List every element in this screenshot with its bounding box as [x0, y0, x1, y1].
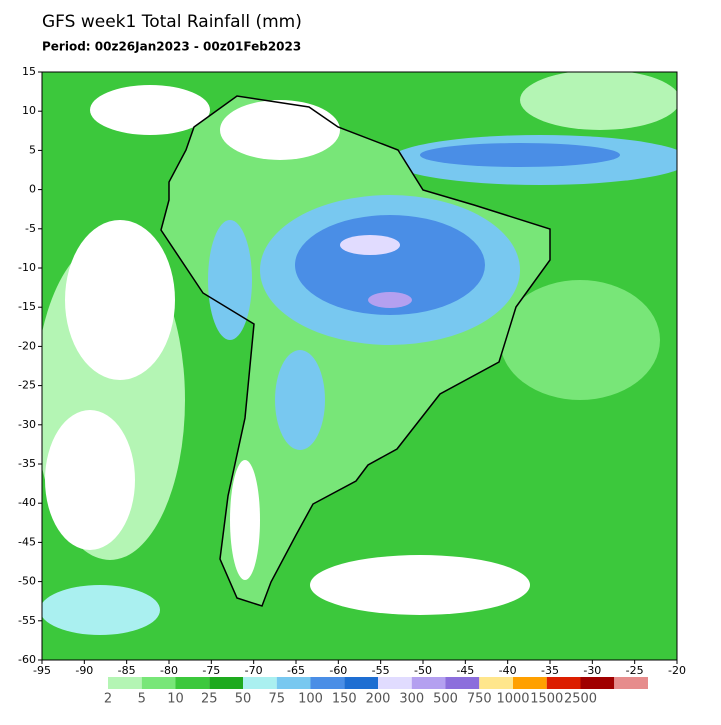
colorbar-box — [243, 677, 277, 689]
colorbar-box — [344, 677, 378, 689]
y-tick-label: -35 — [18, 457, 36, 470]
colorbar-label: 10 — [167, 692, 184, 707]
colorbar-box — [378, 677, 412, 689]
y-tick-label: 0 — [29, 183, 36, 196]
y-tick-label: -50 — [18, 575, 36, 588]
colorbar-box — [108, 677, 142, 689]
x-tick-label: -25 — [626, 664, 644, 677]
colorbar-box — [546, 677, 581, 689]
x-tick-label: -30 — [583, 664, 601, 677]
colorbar-box — [276, 677, 311, 689]
x-tick-label: -70 — [245, 664, 263, 677]
colorbar-label: 5 — [138, 692, 146, 707]
colorbar-label: 25 — [201, 692, 218, 707]
x-tick-label: -85 — [118, 664, 136, 677]
x-tick-label: -95 — [33, 664, 51, 677]
colorbar-label: 300 — [399, 692, 424, 707]
colorbar-label: 150 — [332, 692, 357, 707]
colorbar-label: 2500 — [564, 692, 597, 707]
x-tick-label: -50 — [414, 664, 432, 677]
colorbar-box — [310, 677, 345, 689]
y-tick-label: -20 — [18, 339, 36, 352]
y-tick-label: 10 — [22, 104, 36, 117]
colorbar-label: 500 — [433, 692, 458, 707]
colorbar-box — [141, 677, 176, 689]
x-tick-label: -75 — [202, 664, 220, 677]
x-tick-label: -45 — [456, 664, 474, 677]
y-tick-label: -40 — [18, 496, 36, 509]
colorbar-label: 200 — [366, 692, 391, 707]
period: Period: 00z26Jan2023 - 00z01Feb2023 — [42, 40, 301, 54]
x-tick-label: -65 — [287, 664, 305, 677]
colorbar-box — [445, 677, 480, 689]
rainfall-field — [42, 72, 677, 660]
colorbar-box — [411, 677, 446, 689]
colorbar-label: 100 — [298, 692, 323, 707]
y-tick-label: -25 — [18, 379, 36, 392]
y-tick-label: -5 — [25, 222, 36, 235]
colorbar-box — [513, 677, 547, 689]
map-frame — [41, 71, 678, 661]
colorbar-label: 75 — [268, 692, 285, 707]
y-tick-label: -30 — [18, 418, 36, 431]
title: GFS week1 Total Rainfall (mm) — [42, 12, 302, 32]
colorbar-label: 1500 — [530, 692, 563, 707]
y-tick-label: -15 — [18, 300, 36, 313]
colorbar-box — [209, 677, 243, 689]
colorbar-box — [175, 677, 210, 689]
x-tick-label: -20 — [668, 664, 686, 677]
y-tick-label: 5 — [29, 143, 36, 156]
y-tick-label: -55 — [18, 614, 36, 627]
colorbar-label: 2 — [104, 692, 112, 707]
x-tick-label: -55 — [372, 664, 390, 677]
x-tick-label: -90 — [75, 664, 93, 677]
x-tick-label: -80 — [160, 664, 178, 677]
y-tick-label: -60 — [18, 653, 36, 666]
colorbar-label: 1000 — [496, 692, 529, 707]
y-tick-label: 15 — [22, 65, 36, 78]
colorbar-box — [614, 677, 648, 689]
colorbar-box — [580, 677, 615, 689]
y-tick-label: -10 — [18, 261, 36, 274]
x-tick-label: -40 — [499, 664, 517, 677]
y-tick-label: -45 — [18, 535, 36, 548]
colorbar-label: 50 — [235, 692, 252, 707]
colorbar-box — [479, 677, 513, 689]
x-tick-label: -60 — [329, 664, 347, 677]
x-tick-label: -35 — [541, 664, 559, 677]
colorbar-label: 750 — [467, 692, 492, 707]
